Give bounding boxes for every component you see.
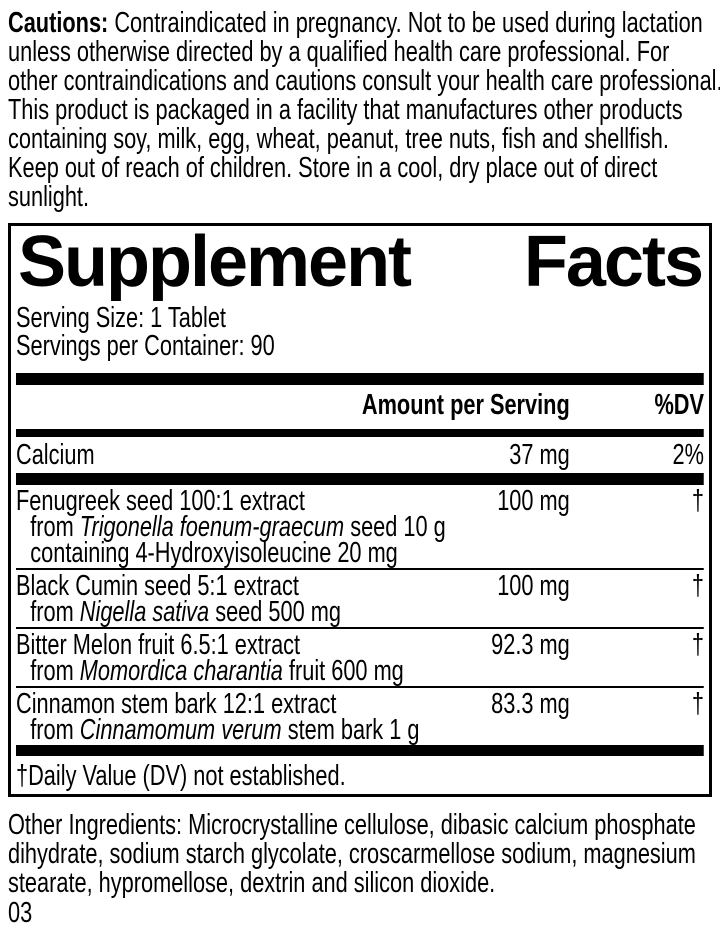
cautions-line: other contraindications and cautions con… [8, 65, 720, 97]
latin-name: Trigonella foenum-graecum [79, 511, 345, 543]
nutrient-name: Black Cumin seed 5:1 extract [16, 570, 299, 602]
separator-bar-thick-mid [16, 473, 704, 485]
separator-bar-medium [16, 429, 704, 437]
nutrient-row-calcium: Calcium 37 mg 2% [16, 437, 704, 473]
nutrient-subline: from Trigonella foenum-graecum seed 10 g [30, 511, 446, 543]
supplement-facts-title: Supplement Facts [16, 223, 704, 302]
latin-name: Cinnamomum verum [79, 714, 282, 746]
supplement-facts-panel: Supplement Facts Serving Size: 1 Tablet … [8, 223, 712, 797]
nutrient-row-fenugreek: Fenugreek seed 100:1 extract from Trigon… [16, 485, 704, 568]
nutrient-amount: 100 mg [497, 485, 570, 517]
other-ingredients-paragraph: Other Ingredients: Microcrystalline cell… [8, 811, 712, 898]
latin-name: Momordica charantia [79, 655, 283, 687]
nutrient-row-bitter-melon: Bitter Melon fruit 6.5:1 extract from Mo… [16, 629, 704, 686]
cautions-line: Keep out of reach of children. Store in … [8, 152, 658, 184]
nutrient-dv: 2% [672, 439, 704, 471]
title-word-facts: Facts [523, 223, 704, 302]
cautions-line: Cautions: Contraindicated in pregnancy. … [8, 9, 712, 38]
nutrient-name: Calcium [16, 439, 95, 471]
separator-bar-thick-bottom [16, 745, 704, 756]
other-ingredients-line: Other Ingredients: Microcrystalline cell… [8, 809, 696, 841]
cautions-text: Contraindicated in pregnancy. Not to be … [114, 7, 703, 39]
nutrient-dv-dagger: † [691, 570, 704, 602]
cautions-line: unless otherwise directed by a qualified… [8, 36, 670, 68]
row-separator [16, 627, 704, 629]
nutrient-amount: 37 mg [509, 439, 570, 471]
cautions-label: Cautions: [8, 7, 109, 39]
nutrient-name: Bitter Melon fruit 6.5:1 extract [16, 629, 301, 661]
nutrient-name: Cinnamon stem bark 12:1 extract [16, 688, 337, 720]
nutrient-amount: 92.3 mg [491, 629, 570, 661]
title-word-supplement: Supplement [18, 223, 412, 302]
other-ingredients-line: stearate, hypromellose, dextrin and sili… [8, 867, 496, 899]
nutrient-row-cinnamon: Cinnamon stem bark 12:1 extract from Cin… [16, 688, 704, 745]
latin-name: Nigella sativa [79, 596, 210, 628]
serving-block: Serving Size: 1 Tablet Servings per Cont… [16, 302, 704, 362]
nutrient-amount: 100 mg [497, 570, 570, 602]
facts-body: Serving Size: 1 Tablet Servings per Cont… [16, 304, 704, 794]
page-number: 03 [8, 897, 33, 929]
nutrient-name: Fenugreek seed 100:1 extract [16, 485, 305, 517]
cautions-line: containing soy, milk, egg, wheat, peanut… [8, 123, 669, 155]
nutrient-subline: containing 4-Hydroxyisoleucine 20 mg [30, 537, 398, 569]
nutrient-subline: from Nigella sativa seed 500 mg [30, 596, 341, 628]
nutrient-dv-dagger: † [691, 485, 704, 517]
row-separator [16, 568, 704, 570]
cautions-line: sunlight. [8, 181, 90, 213]
dv-footnote: †Daily Value (DV) not established. [16, 760, 346, 792]
nutrient-dv-dagger: † [691, 688, 704, 720]
nutrient-dv-dagger: † [691, 629, 704, 661]
nutrient-amount: 83.3 mg [491, 688, 570, 720]
separator-bar-thick-top [16, 373, 704, 385]
nutrient-subline: from Cinnamomum verum stem bark 1 g [30, 714, 420, 746]
nutrient-row-black-cumin: Black Cumin seed 5:1 extract from Nigell… [16, 570, 704, 627]
dv-header: %DV [654, 389, 704, 421]
other-ingredients-line: dihydrate, sodium starch glycolate, cros… [8, 838, 696, 870]
serving-size: Serving Size: 1 Tablet [16, 302, 226, 334]
amount-per-serving-header: Amount per Serving [361, 389, 570, 421]
cautions-line: This product is packaged in a facility t… [8, 94, 683, 126]
facts-header-row: Amount per Serving %DV [16, 385, 704, 425]
cautions-paragraph: Cautions: Contraindicated in pregnancy. … [8, 9, 720, 213]
servings-per-container: Servings per Container: 90 [16, 330, 275, 362]
row-separator [16, 686, 704, 688]
nutrient-subline: from Momordica charantia fruit 600 mg [30, 655, 404, 687]
